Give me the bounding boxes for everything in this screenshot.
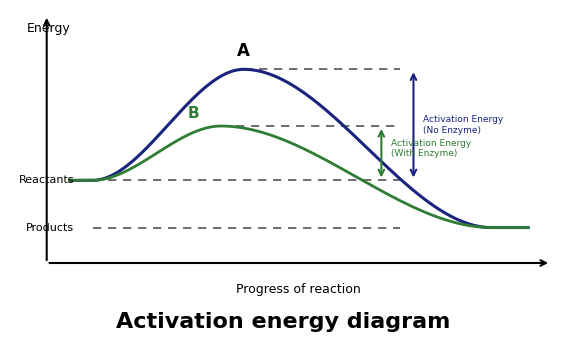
Text: Energy: Energy [27, 22, 70, 36]
Text: Activation Energy
(With Enzyme): Activation Energy (With Enzyme) [391, 139, 471, 158]
Text: Products: Products [26, 223, 74, 233]
Text: Activation energy diagram: Activation energy diagram [116, 312, 450, 332]
Text: A: A [237, 42, 250, 60]
Text: Progress of reaction: Progress of reaction [237, 283, 361, 296]
Text: Activation Energy
(No Enzyme): Activation Energy (No Enzyme) [423, 115, 503, 135]
Text: Reactants: Reactants [19, 175, 74, 185]
Text: B: B [187, 106, 199, 121]
